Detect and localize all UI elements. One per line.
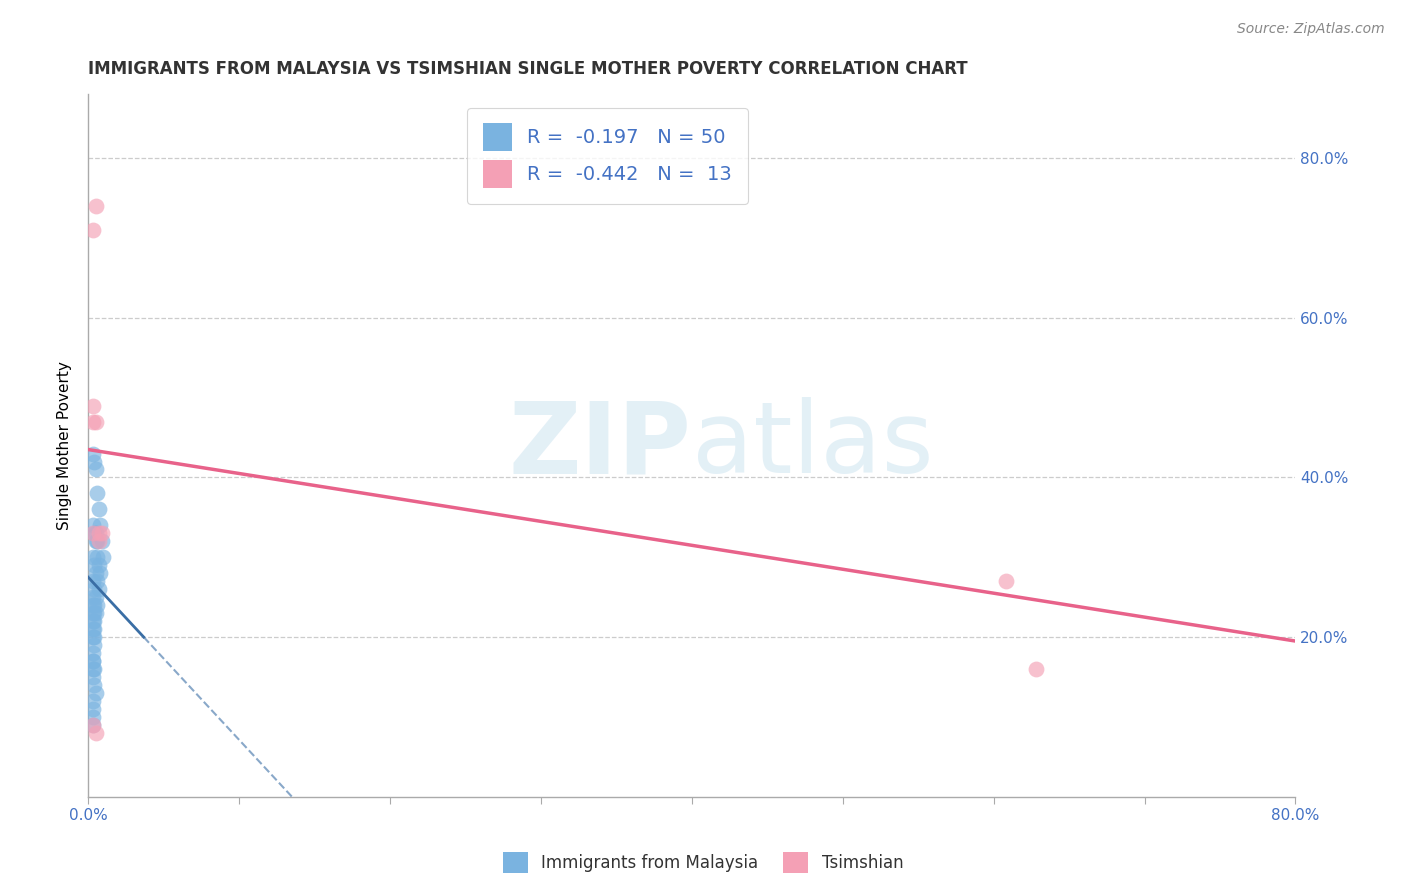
Point [994,574,1017,589]
Point [83,606,105,620]
Point [82,399,104,413]
Text: Source: ZipAtlas.com: Source: ZipAtlas.com [1237,22,1385,37]
Point [83,454,105,468]
Point [87,558,110,573]
Point [82,526,104,541]
Point [82,654,104,668]
Point [84,526,107,541]
Point [83,582,105,597]
Point [82,614,104,628]
Point [84,199,107,213]
Point [86,598,108,612]
Point [82,694,104,708]
Point [89,518,111,533]
Point [82,662,104,676]
Point [90,534,112,549]
Text: ZIP: ZIP [509,397,692,494]
Point [83,662,105,676]
Point [82,718,104,732]
Point [82,710,104,724]
Point [82,590,104,604]
Legend: Immigrants from Malaysia, Tsimshian: Immigrants from Malaysia, Tsimshian [496,846,910,880]
Point [84,534,107,549]
Point [83,558,105,573]
Point [86,550,108,565]
Point [87,582,110,597]
Point [82,622,104,636]
Point [89,566,111,581]
Point [83,622,105,636]
Point [82,598,104,612]
Point [83,526,105,541]
Point [87,502,110,516]
Point [84,590,107,604]
Text: atlas: atlas [692,397,934,494]
Point [83,630,105,644]
Point [86,486,108,500]
Point [83,638,105,652]
Point [84,726,107,740]
Point [82,654,104,668]
Y-axis label: Single Mother Poverty: Single Mother Poverty [58,361,72,530]
Point [87,526,110,541]
Point [84,566,107,581]
Point [90,526,112,541]
Point [1025,662,1047,676]
Point [82,606,104,620]
Point [82,630,104,644]
Point [82,223,104,237]
Point [83,598,105,612]
Point [82,518,104,533]
Point [82,646,104,660]
Legend: R =  -0.197   N = 50, R =  -0.442   N =  13: R = -0.197 N = 50, R = -0.442 N = 13 [467,108,748,203]
Point [82,415,104,429]
Point [86,534,108,549]
Point [82,718,104,732]
Point [84,686,107,700]
Point [87,534,110,549]
Point [86,574,108,589]
Point [82,446,104,460]
Point [82,574,104,589]
Point [82,550,104,565]
Point [82,670,104,684]
Point [84,462,107,476]
Point [84,415,107,429]
Point [82,702,104,716]
Point [91,550,114,565]
Point [83,678,105,692]
Text: IMMIGRANTS FROM MALAYSIA VS TSIMSHIAN SINGLE MOTHER POVERTY CORRELATION CHART: IMMIGRANTS FROM MALAYSIA VS TSIMSHIAN SI… [89,60,967,78]
Point [84,606,107,620]
Point [83,614,105,628]
